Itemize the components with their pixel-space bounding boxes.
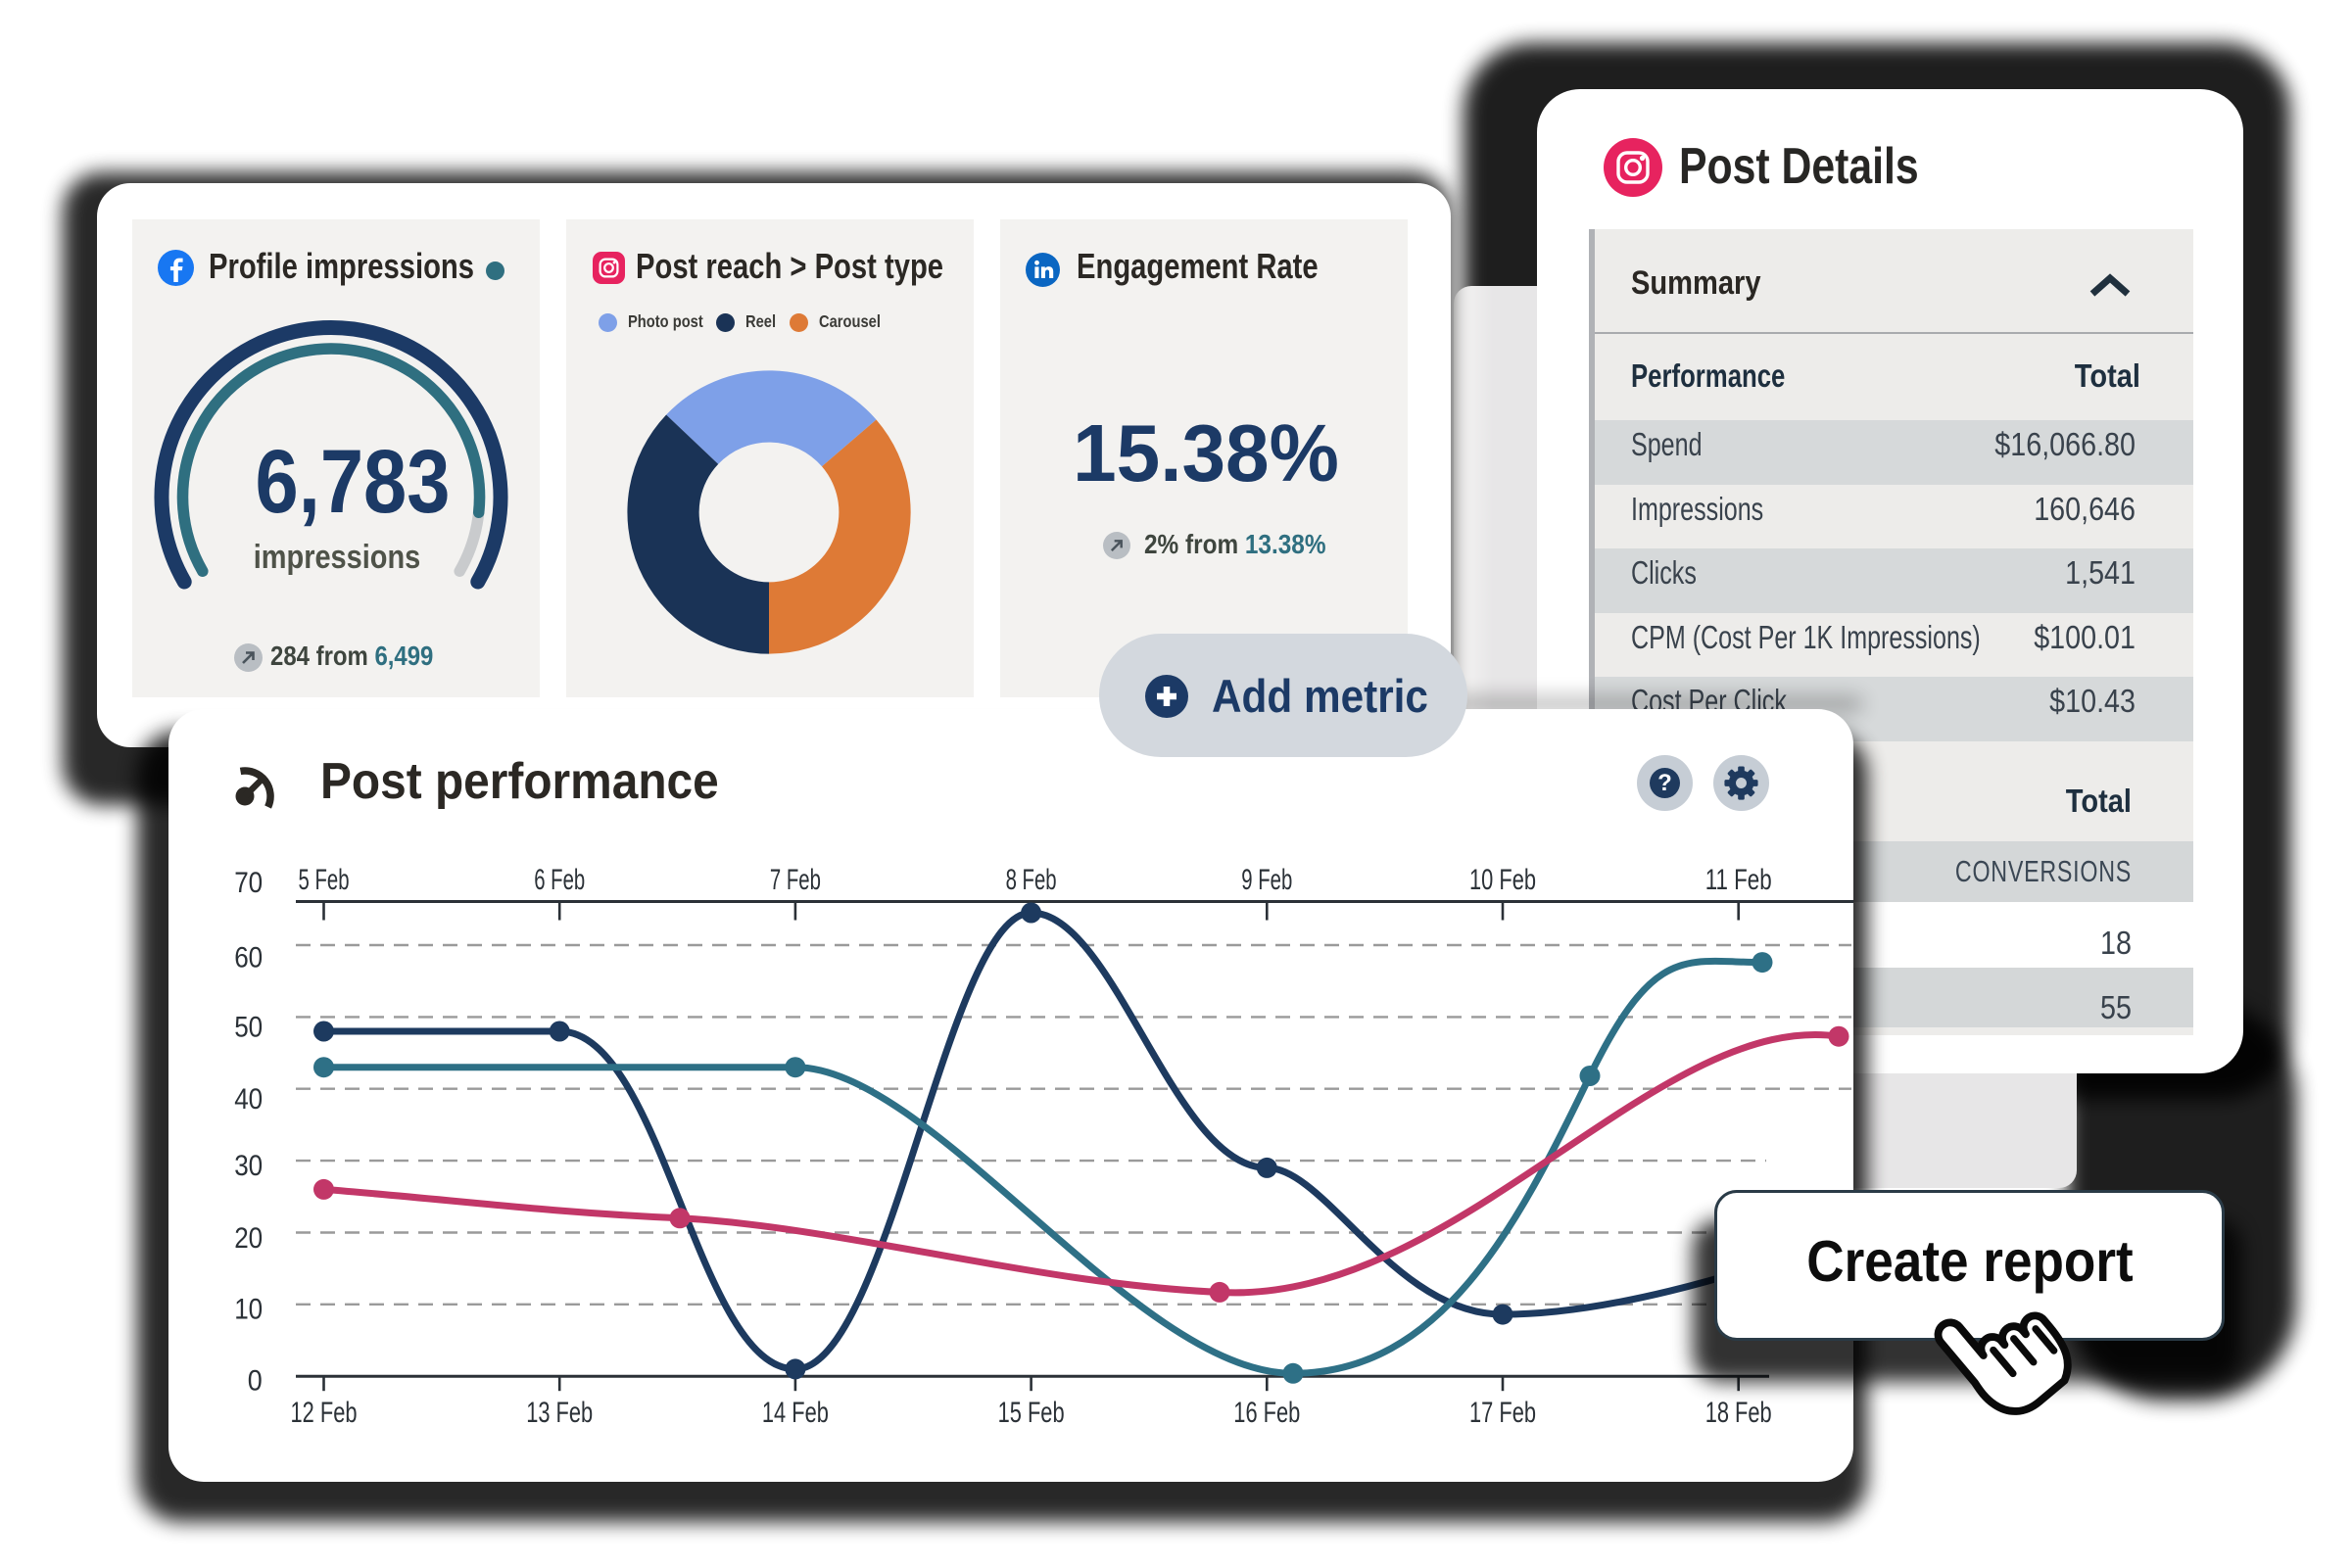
svg-text:8 Feb: 8 Feb bbox=[1006, 864, 1057, 896]
svg-text:20: 20 bbox=[234, 1222, 263, 1255]
svg-text:11 Feb: 11 Feb bbox=[1705, 864, 1772, 896]
svg-text:17 Feb: 17 Feb bbox=[1469, 1397, 1536, 1429]
svg-text:10: 10 bbox=[234, 1294, 263, 1326]
svg-text:14 Feb: 14 Feb bbox=[762, 1397, 829, 1429]
svg-text:18 Feb: 18 Feb bbox=[1705, 1397, 1772, 1429]
svg-text:60: 60 bbox=[234, 942, 263, 974]
svg-text:0: 0 bbox=[248, 1364, 263, 1397]
svg-text:30: 30 bbox=[234, 1150, 263, 1182]
svg-text:5 Feb: 5 Feb bbox=[299, 864, 350, 896]
svg-text:40: 40 bbox=[234, 1083, 263, 1116]
svg-text:16 Feb: 16 Feb bbox=[1233, 1397, 1300, 1429]
svg-text:13 Feb: 13 Feb bbox=[526, 1397, 593, 1429]
svg-text:7 Feb: 7 Feb bbox=[770, 864, 821, 896]
svg-text:9 Feb: 9 Feb bbox=[1241, 864, 1292, 896]
svg-text:50: 50 bbox=[234, 1012, 263, 1044]
svg-text:10 Feb: 10 Feb bbox=[1469, 864, 1536, 896]
svg-text:12 Feb: 12 Feb bbox=[291, 1397, 358, 1429]
svg-text:6 Feb: 6 Feb bbox=[534, 864, 585, 896]
svg-text:70: 70 bbox=[234, 867, 263, 899]
svg-text:15 Feb: 15 Feb bbox=[998, 1397, 1065, 1429]
